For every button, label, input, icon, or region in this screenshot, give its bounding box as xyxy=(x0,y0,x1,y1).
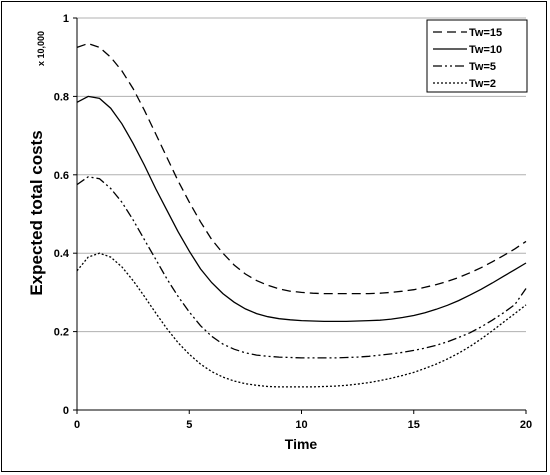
legend-label: Tw=10 xyxy=(469,44,502,56)
x-tick-label: 15 xyxy=(408,419,420,431)
series-line-tw-10 xyxy=(76,95,527,323)
y-tick-label: 0.4 xyxy=(54,248,70,260)
legend: Tw=15 Tw=10 Tw=5 Tw=2 xyxy=(426,19,528,93)
series-lines xyxy=(76,42,527,388)
tick-labels: 00.20.40.60.810 5 10 15 20 xyxy=(54,13,532,431)
legend-label: Tw=15 xyxy=(469,27,502,39)
y-tick-label: 0 xyxy=(63,405,69,417)
series-line-tw-2 xyxy=(76,252,527,388)
legend-box xyxy=(426,19,528,93)
y-tick-label: 1 xyxy=(63,13,69,25)
x-tick-label: 0 xyxy=(74,419,80,431)
x-axis-title: Time xyxy=(285,436,318,452)
y-multiplier-label: x 10,000 xyxy=(36,31,46,66)
x-tick-label: 10 xyxy=(295,419,307,431)
y-axis-title: Expected total costs xyxy=(27,130,46,295)
series-line-tw-15 xyxy=(76,42,527,295)
legend-label: Tw=2 xyxy=(469,78,496,90)
series-line-tw-5 xyxy=(76,176,527,359)
y-tick-label: 0.8 xyxy=(54,91,69,103)
y-tick-label: 0.6 xyxy=(54,170,69,182)
y-tick-label: 0.2 xyxy=(54,327,69,339)
x-tick-label: 20 xyxy=(520,419,532,431)
legend-label: Tw=5 xyxy=(469,61,496,73)
x-tick-label: 5 xyxy=(186,419,192,431)
